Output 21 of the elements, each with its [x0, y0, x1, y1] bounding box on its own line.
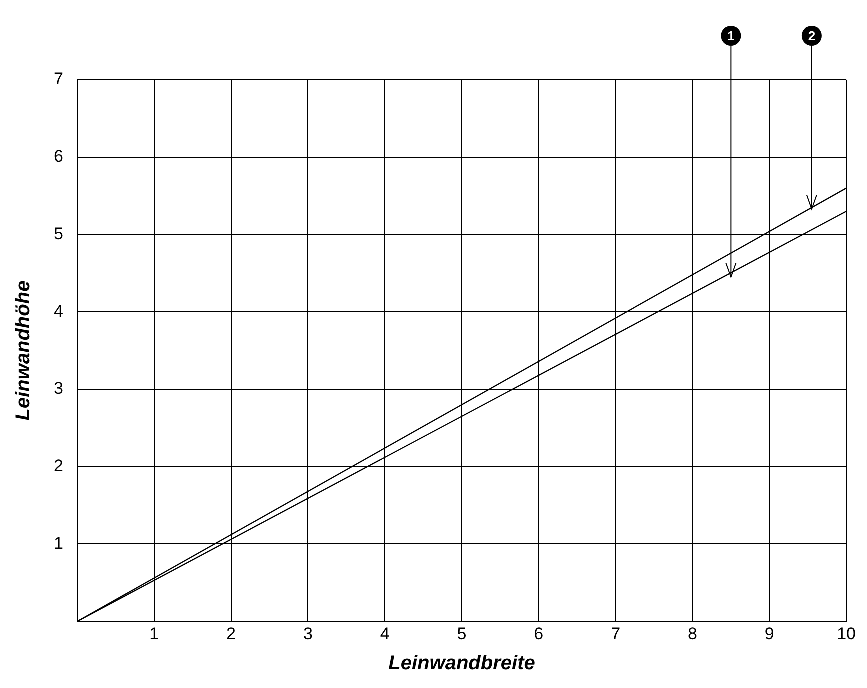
y-tick-label: 2 — [54, 456, 64, 476]
y-tick-label: 3 — [54, 379, 64, 398]
annotation: 2 — [808, 28, 816, 44]
x-axis-title: Leinwandbreite — [388, 652, 536, 675]
y-tick-label: 5 — [54, 224, 64, 244]
x-tick-label: 2 — [226, 624, 236, 644]
x-tick-label: 5 — [457, 624, 467, 644]
x-tick-label: 7 — [611, 624, 621, 644]
y-tick-label: 4 — [54, 302, 64, 321]
annotation: 1 — [728, 28, 735, 44]
x-tick-label: 3 — [303, 624, 313, 644]
y-tick-label: 6 — [54, 147, 64, 166]
x-tick-label: 10 — [837, 624, 856, 644]
x-tick-label: 8 — [688, 624, 698, 644]
y-axis-title: Leinwandhöhe — [12, 280, 35, 421]
x-tick-label: 1 — [150, 624, 160, 644]
x-tick-label: 6 — [534, 624, 544, 644]
y-tick-label: 7 — [54, 70, 64, 89]
y-tick-label: 1 — [54, 534, 64, 553]
x-tick-label: 9 — [764, 624, 774, 644]
x-tick-label: 4 — [380, 624, 390, 644]
